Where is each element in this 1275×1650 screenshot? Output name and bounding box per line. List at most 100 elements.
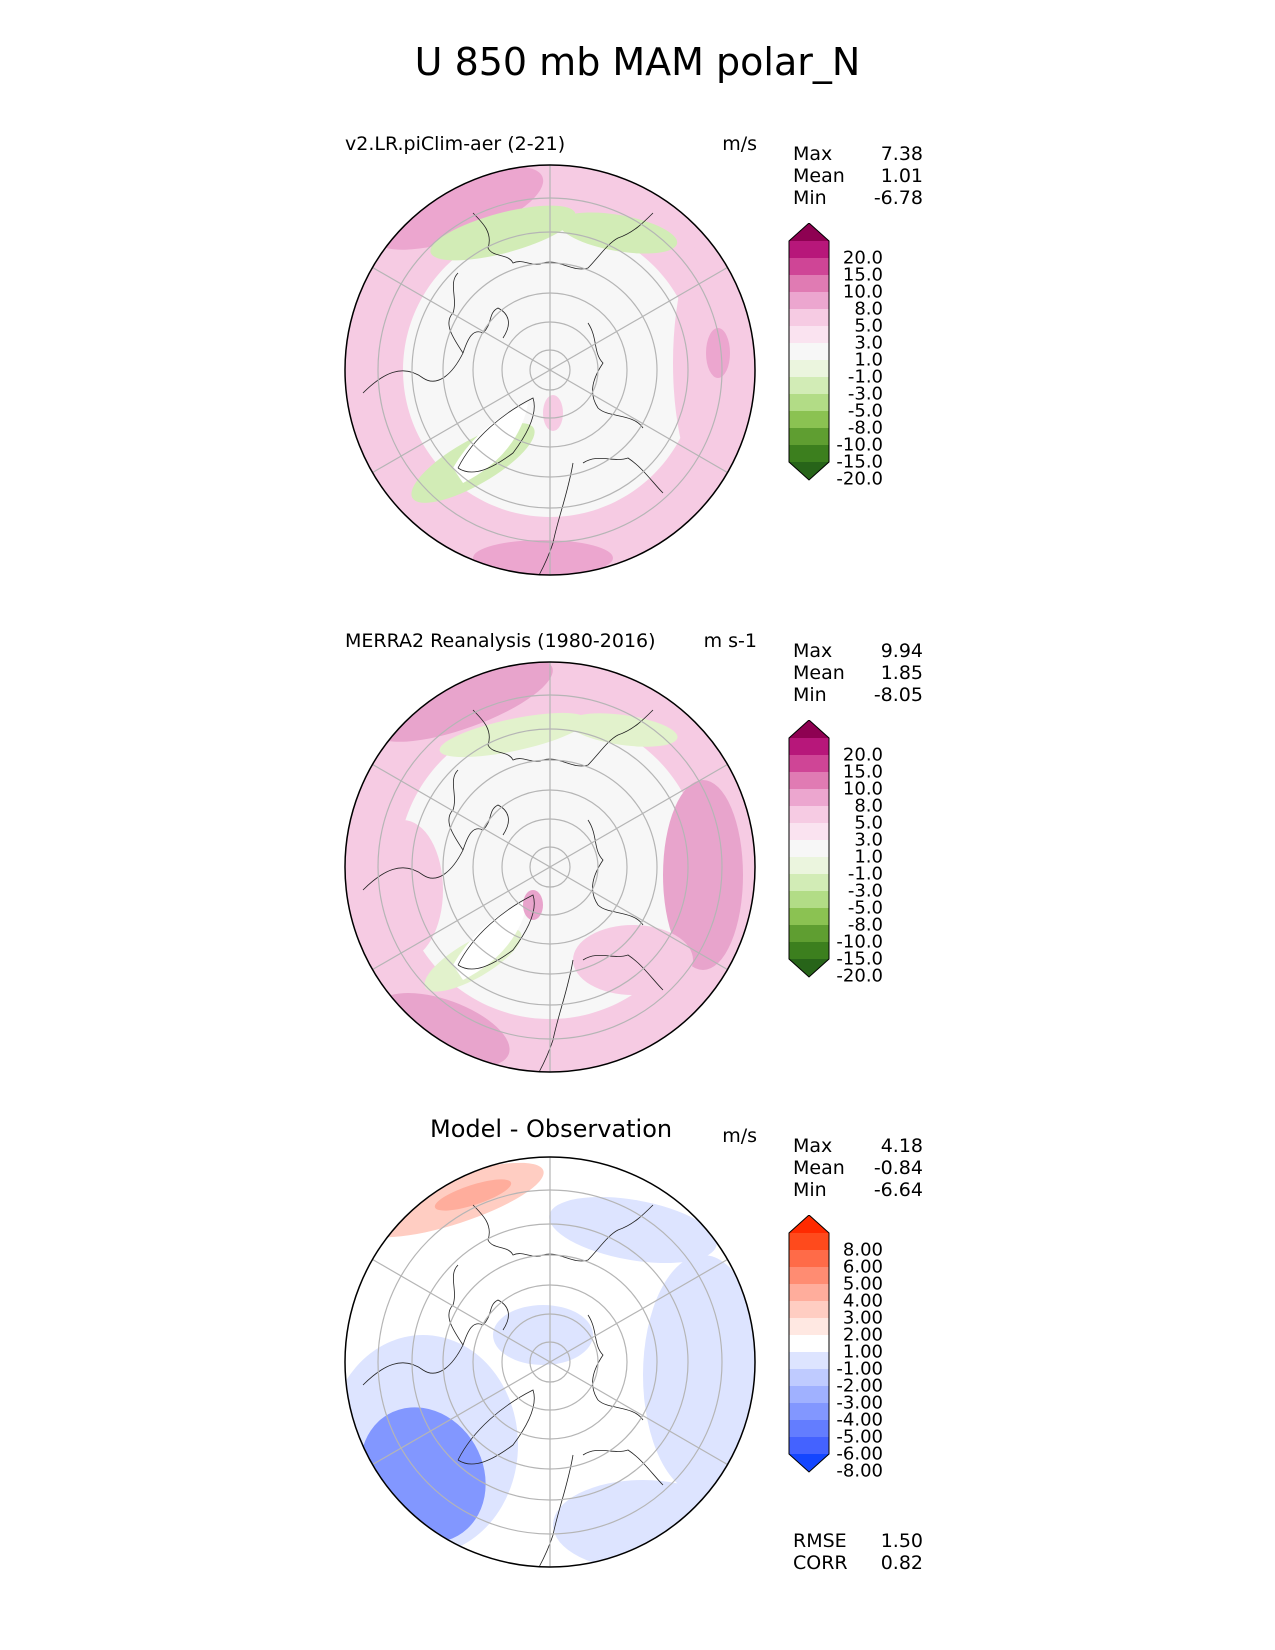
colorbar-segment (789, 874, 829, 892)
figure-title: U 850 mb MAM polar_N (414, 40, 861, 84)
colorbar-tick-label: 6.00 (842, 1256, 883, 1278)
colorbar-segment (789, 1386, 829, 1404)
colorbar-tick-label: -1.00 (836, 1358, 883, 1380)
panel-difference: Model - Observation m/s Max 4.18 Mean -0.8… (0, 1115, 1275, 1595)
colorbar-segment (789, 1318, 829, 1336)
colorbar-outline (788, 223, 830, 481)
colorbar-segment (789, 789, 829, 807)
colorbar-segment (789, 292, 829, 310)
colorbar (788, 1215, 830, 1473)
colorbar-segment (789, 1437, 829, 1455)
panel-model: v2.LR.piClim-aer (2-21) m/s Max 7.38 Mean… (0, 133, 1275, 603)
colorbar-segment (789, 823, 829, 841)
colorbar-tick-label: -15.0 (836, 451, 883, 473)
colorbar-segment (789, 1250, 829, 1268)
colorbar-tick-label: 5.0 (854, 315, 883, 337)
colorbar-extend-min (789, 1454, 829, 1472)
colorbar-segment (789, 445, 829, 463)
stats-box: Max 9.94 Mean 1.85 Min -8.05 (793, 640, 923, 706)
stat-mean: Mean 1.01 (793, 165, 923, 187)
panel-observation: MERRA2 Reanalysis (1980-2016) m s-1 Max 9… (0, 630, 1275, 1100)
colorbar-tick-label: -2.00 (836, 1375, 883, 1397)
colorbar-tick-label: -6.00 (836, 1443, 883, 1465)
colorbar-tick-label: -3.0 (847, 880, 883, 902)
colorbar-segment (789, 925, 829, 943)
colorbar-extend-max (789, 1215, 829, 1233)
colorbar-tick-label: 1.0 (854, 846, 883, 868)
colorbar-segment (789, 309, 829, 327)
stat-max: Max 9.94 (793, 640, 923, 662)
stat-corr: CORR 0.82 (793, 1552, 923, 1574)
colorbar-tick-label: 2.00 (842, 1324, 883, 1346)
colorbar-tick-label: -3.0 (847, 383, 883, 405)
colorbar-tick-label: -10.0 (836, 931, 883, 953)
colorbar-tick-label: -8.00 (836, 1460, 883, 1482)
colorbar-segment (789, 840, 829, 858)
colorbar-extend-min (789, 462, 829, 480)
colorbar-tick-label: -20.0 (836, 965, 883, 987)
colorbar-tick-label: 3.0 (854, 332, 883, 354)
colorbar-segment (789, 1403, 829, 1421)
colorbar-segment (789, 857, 829, 875)
colorbar-tick-label: -5.00 (836, 1426, 883, 1448)
colorbar-tick-label: 8.0 (854, 298, 883, 320)
colorbar-tick-label: -1.0 (847, 863, 883, 885)
colorbar-segment (789, 806, 829, 824)
colorbar-tick-label: -15.0 (836, 948, 883, 970)
colorbar-tick-label: 10.0 (842, 778, 883, 800)
panel-title: Model - Observation (430, 1115, 673, 1143)
colorbar-extend-min (789, 959, 829, 977)
colorbar-tick-label: 3.00 (842, 1307, 883, 1329)
stat-mean: Mean 1.85 (793, 662, 923, 684)
colorbar-extend-max (789, 223, 829, 241)
colorbar-tick-label: 1.00 (842, 1341, 883, 1363)
colorbar-segment (789, 1369, 829, 1387)
colorbar-segment (789, 428, 829, 446)
stat-max: Max 7.38 (793, 143, 923, 165)
colorbar-segment (789, 258, 829, 276)
colorbar-tick-label: -10.0 (836, 434, 883, 456)
panel-title: MERRA2 Reanalysis (1980-2016) (345, 630, 656, 652)
colorbar-tick-label: -8.0 (847, 914, 883, 936)
colorbar-segment (789, 1267, 829, 1285)
polar-map (344, 661, 756, 1073)
colorbar-tick-label: -5.0 (847, 400, 883, 422)
colorbar-segment (789, 772, 829, 790)
colorbar-segment (789, 1284, 829, 1302)
colorbar-segment (789, 343, 829, 361)
colorbar-tick-label: 8.00 (842, 1239, 883, 1261)
colorbar-segment (789, 241, 829, 259)
colorbar-tick-label: 15.0 (842, 264, 883, 286)
stat-rmse: RMSE 1.50 (793, 1530, 923, 1552)
stat-min: Min -6.78 (793, 187, 923, 209)
colorbar (788, 223, 830, 481)
colorbar-tick-label: 15.0 (842, 761, 883, 783)
colorbar-segment (789, 942, 829, 960)
panel-title: v2.LR.piClim-aer (2-21) (345, 133, 566, 155)
colorbar-tick-label: 8.0 (854, 795, 883, 817)
colorbar-tick-label: -20.0 (836, 468, 883, 490)
colorbar-tick-label: 20.0 (842, 247, 883, 269)
colorbar-segment (789, 738, 829, 756)
colorbar-segment (789, 891, 829, 909)
colorbar-segment (789, 411, 829, 429)
colorbar-segment (789, 360, 829, 378)
colorbar-tick-label: -8.0 (847, 417, 883, 439)
colorbar-outline (788, 720, 830, 978)
panel-units: m/s (722, 1125, 757, 1147)
colorbar-extend-max (789, 720, 829, 738)
colorbar-segment (789, 1233, 829, 1251)
colorbar-outline (788, 1215, 830, 1473)
colorbar-segment (789, 326, 829, 344)
colorbar-segment (789, 1301, 829, 1319)
colorbar-segment (789, 394, 829, 412)
colorbar-segment (789, 1335, 829, 1353)
stat-max: Max 4.18 (793, 1135, 923, 1157)
colorbar-tick-label: -3.00 (836, 1392, 883, 1414)
colorbar-segment (789, 755, 829, 773)
colorbar-segment (789, 1352, 829, 1370)
skill-stats: RMSE 1.50 CORR 0.82 (793, 1530, 923, 1574)
colorbar-tick-label: -4.00 (836, 1409, 883, 1431)
colorbar-segment (789, 1420, 829, 1438)
panel-units: m s-1 (703, 630, 757, 652)
